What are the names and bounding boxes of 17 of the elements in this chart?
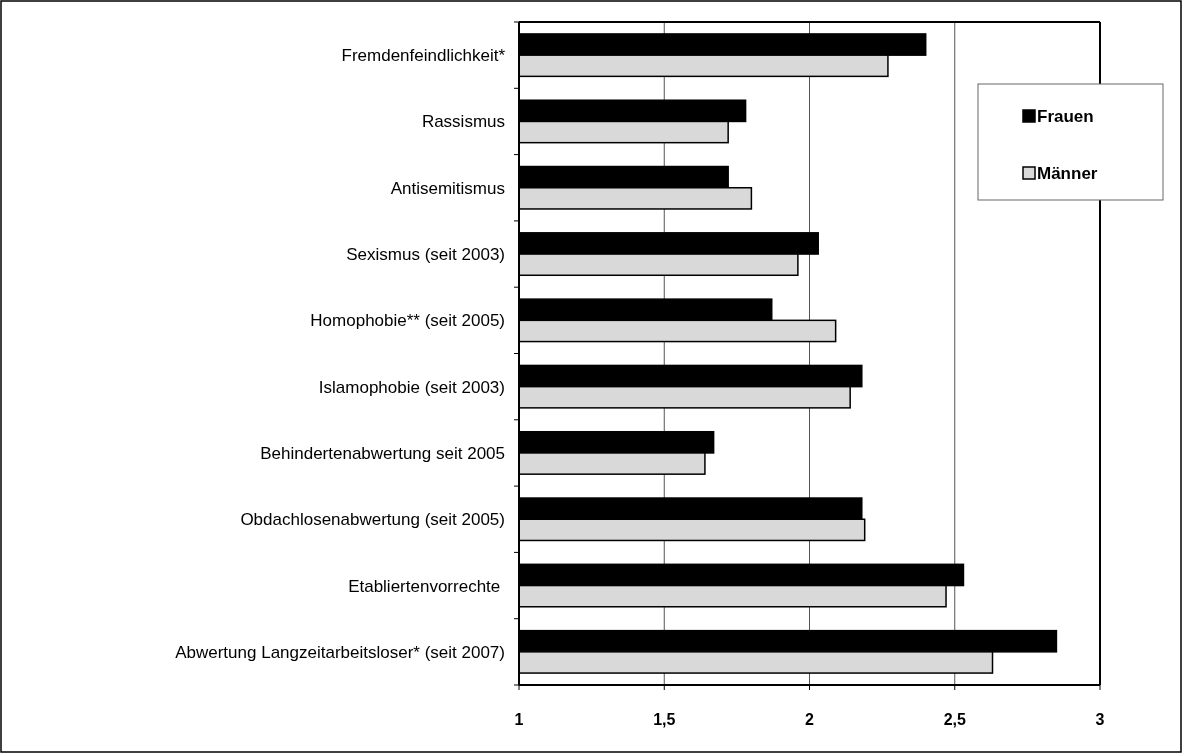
legend-label: Frauen xyxy=(1037,107,1094,126)
y-tick-label: Rassismus xyxy=(421,112,505,132)
y-tick-label: Abwertung Langzeitarbeitsloser* (seit 2007) xyxy=(175,642,505,662)
y-tick-label: Islamophobie (seit 2003) xyxy=(318,377,505,397)
x-tick-label: 1 xyxy=(514,711,524,728)
y-tick-label: Etabliertenvorrechte xyxy=(348,576,505,596)
y-tick-label: Behindertenabwertung seit 2005 xyxy=(260,443,505,463)
y-tick-label: Obdachlosenabwertung (seit 2005) xyxy=(240,510,505,530)
x-tick-label: 2 xyxy=(805,711,815,728)
x-tick-label: 2,5 xyxy=(943,711,966,728)
legend-label: Männer xyxy=(1037,164,1098,183)
y-tick-label: Antisemitismus xyxy=(390,178,505,198)
x-tick-label: 3 xyxy=(1095,711,1105,728)
y-tick-label: Fremdenfeindlichkeit* xyxy=(341,46,506,66)
y-tick-label: Sexismus (seit 2003) xyxy=(346,245,505,265)
x-tick-label: 1,5 xyxy=(653,711,676,728)
y-tick-label: Homophobie** (seit 2005) xyxy=(310,311,505,331)
